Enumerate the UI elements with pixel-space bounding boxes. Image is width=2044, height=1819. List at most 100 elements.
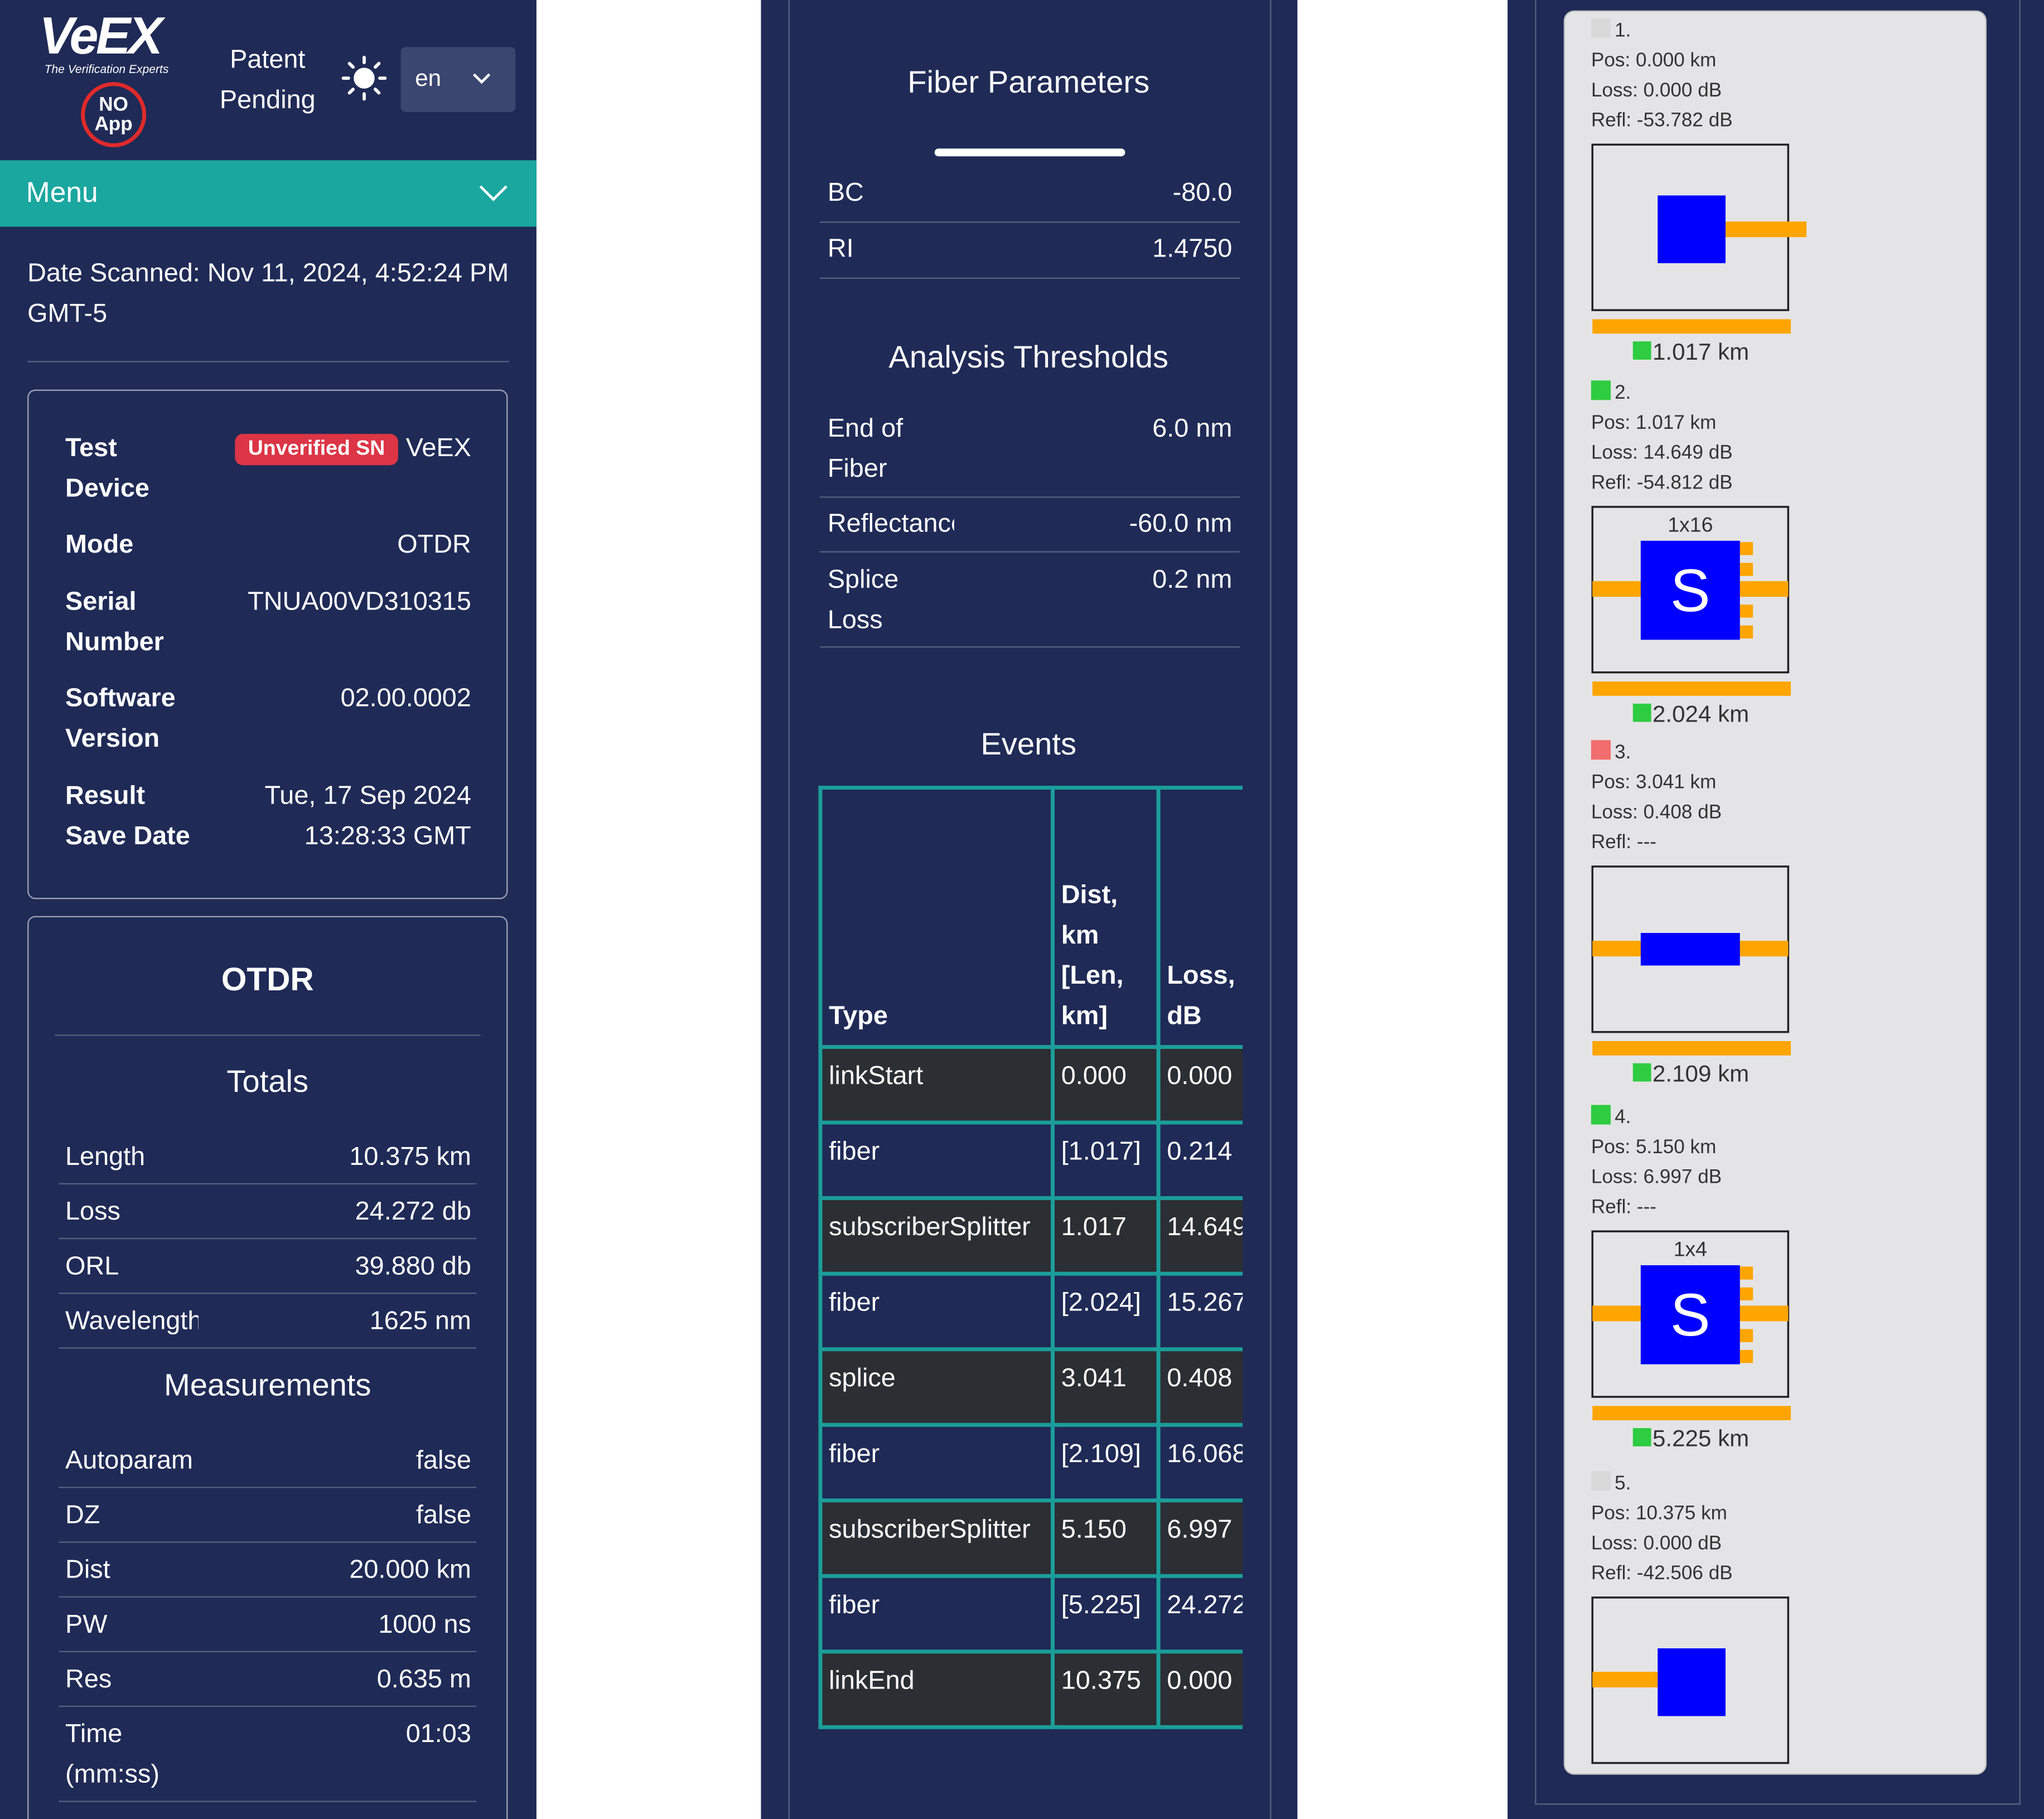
segment-marker bbox=[1632, 703, 1651, 722]
splitter-port bbox=[1739, 1349, 1753, 1363]
otdr-label: PW bbox=[65, 1610, 108, 1639]
event-cell: [1.017] bbox=[1051, 1120, 1161, 1201]
row-separator bbox=[819, 646, 1240, 648]
device-label: Mode bbox=[65, 530, 134, 559]
device-value: 02.00.0002 bbox=[340, 684, 471, 713]
otdr-value: 1000 ns bbox=[378, 1610, 471, 1639]
otdr-label: DZ bbox=[65, 1501, 100, 1530]
event-number: 5. bbox=[1615, 1472, 1631, 1495]
segment-bar bbox=[1592, 681, 1791, 696]
otdr-label: ORL bbox=[65, 1252, 119, 1281]
otdr-value: 0.635 m bbox=[376, 1665, 471, 1694]
device-label: Test Device bbox=[65, 434, 149, 503]
otdr-label: Loss bbox=[65, 1197, 120, 1226]
diagram-box bbox=[1591, 1597, 1790, 1764]
column-header: Type bbox=[818, 786, 1055, 1049]
otdr-value: 10.375 km bbox=[349, 1143, 471, 1172]
otdr-label: Dist bbox=[65, 1556, 110, 1585]
section-title: Fiber Parameters bbox=[907, 65, 1150, 100]
event-row: fiber [1.017] 0.214 bbox=[818, 1120, 1243, 1201]
row-separator bbox=[59, 1705, 477, 1707]
report-panel: VeEX The Verification Experts NO App Pat… bbox=[0, 0, 537, 1819]
segment-length: 5.225 km bbox=[1652, 1425, 1750, 1452]
header-row: Type Dist, km [Len, km] Loss, dB bbox=[818, 786, 1243, 1049]
fiber-line bbox=[1739, 1305, 1789, 1322]
badge-bottom: App bbox=[94, 113, 133, 136]
event-block bbox=[1640, 933, 1740, 966]
device-value-wrap: Tue, 17 Sep 2024 13:28:33 GMT bbox=[210, 777, 471, 858]
splitter-symbol: S bbox=[1670, 1281, 1710, 1348]
event-cell: 0.000 bbox=[1051, 1045, 1161, 1125]
tagline: The Verification Experts bbox=[44, 62, 169, 76]
segment-bar bbox=[1592, 1406, 1791, 1421]
menu-chevron bbox=[479, 185, 508, 201]
device-value: TNUA00VD310315 bbox=[248, 587, 471, 617]
event-cell: fiber bbox=[818, 1271, 1055, 1352]
row-separator bbox=[59, 1183, 477, 1185]
row-separator bbox=[59, 1347, 477, 1349]
otdr-label: Wavelength bbox=[65, 1307, 199, 1336]
segment-marker bbox=[1632, 1428, 1651, 1447]
event-diagram: 1x16 S bbox=[1591, 506, 1790, 674]
divider bbox=[27, 361, 509, 362]
column-header: Loss, dB bbox=[1156, 786, 1243, 1049]
event-row: subscriberSplitter 1.017 14.649 bbox=[818, 1196, 1243, 1276]
fiber-line bbox=[1724, 221, 1807, 238]
otdr-value: false bbox=[416, 1501, 471, 1530]
event-cell: linkStart bbox=[818, 1045, 1055, 1125]
event-refl: Refl: -42.506 dB bbox=[1591, 1562, 1733, 1585]
logo: VeEX bbox=[39, 8, 163, 65]
events-table-clip: Type Dist, km [Len, km] Loss, dB linkStart 0… bbox=[818, 786, 1243, 1731]
event-cell: subscriberSplitter bbox=[818, 1498, 1055, 1578]
segment-marker bbox=[1632, 1063, 1651, 1082]
event-cell: splice bbox=[818, 1347, 1055, 1427]
event-cell: 3.041 bbox=[1051, 1347, 1161, 1427]
splitter-ratio: 1x16 bbox=[1668, 512, 1713, 536]
param-label: Splice Loss bbox=[827, 565, 899, 635]
patent-text: Patent Pending bbox=[219, 45, 316, 115]
param-value: 1.4750 bbox=[1152, 234, 1233, 264]
fiber-line bbox=[1592, 1671, 1658, 1688]
row-separator bbox=[59, 1596, 477, 1598]
theme-toggle[interactable] bbox=[341, 55, 388, 101]
device-value-wrap: 02.00.0002 bbox=[210, 679, 471, 719]
splitter-port bbox=[1739, 625, 1753, 638]
device-label: Software Version bbox=[65, 684, 176, 753]
row-separator bbox=[59, 1801, 477, 1802]
splitter-port bbox=[1739, 1287, 1753, 1301]
section-title: Events bbox=[980, 727, 1077, 762]
event-row: subscriberSplitter 5.150 6.997 bbox=[818, 1498, 1243, 1578]
event-cell: 16.068 bbox=[1156, 1423, 1243, 1503]
otdr-card bbox=[27, 916, 508, 1819]
event-refl: Refl: --- bbox=[1591, 1196, 1656, 1218]
language-value: en bbox=[415, 65, 442, 91]
device-value-wrap: Unverified SN VeEX bbox=[210, 429, 471, 469]
event-marker bbox=[1591, 1471, 1611, 1491]
event-loss: Loss: 0.408 dB bbox=[1591, 801, 1722, 824]
event-cell: 0.000 bbox=[1156, 1649, 1243, 1729]
event-cell: subscriberSplitter bbox=[818, 1196, 1055, 1276]
menu-bar[interactable]: Menu bbox=[0, 160, 537, 227]
event-diagram bbox=[1591, 143, 1807, 311]
param-label: End of Fiber bbox=[827, 414, 903, 483]
event-cell: 0.000 bbox=[1156, 1045, 1243, 1125]
event-diagram bbox=[1591, 865, 1790, 1033]
event-cell: 14.649 bbox=[1156, 1196, 1243, 1276]
fiber-line bbox=[1739, 581, 1789, 597]
unverified-badge: Unverified SN bbox=[235, 434, 398, 466]
param-value: 0.2 nm bbox=[1152, 565, 1233, 594]
event-marker bbox=[1591, 18, 1611, 38]
param-value: 6.0 nm bbox=[1152, 414, 1233, 443]
segment-marker bbox=[1632, 341, 1651, 360]
row-separator bbox=[819, 551, 1240, 553]
event-block bbox=[1658, 1648, 1726, 1716]
otdr-label: Length bbox=[65, 1143, 146, 1172]
event-cell: [2.024] bbox=[1051, 1271, 1161, 1352]
event-cell: 10.375 bbox=[1051, 1649, 1161, 1729]
language-select[interactable]: en bbox=[400, 47, 516, 112]
row-separator bbox=[819, 496, 1240, 498]
device-value-wrap: TNUA00VD310315 bbox=[210, 583, 471, 623]
row-separator bbox=[59, 1487, 477, 1488]
event-pos: Pos: 0.000 km bbox=[1591, 49, 1717, 72]
